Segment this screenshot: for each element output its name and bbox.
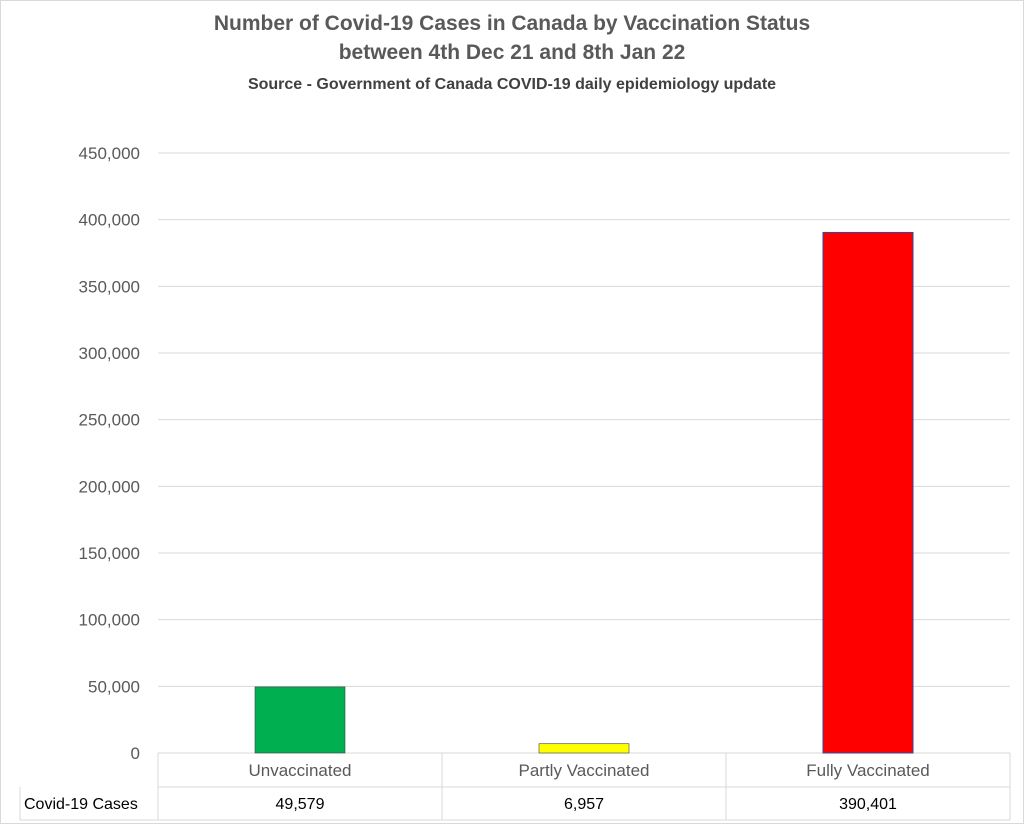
y-tick-label: 150,000: [79, 544, 140, 563]
x-category-label: Fully Vaccinated: [806, 761, 929, 780]
chart-source: Source - Government of Canada COVID-19 d…: [247, 76, 777, 93]
y-tick-label: 400,000: [79, 211, 140, 230]
y-tick-label: 350,000: [79, 277, 140, 296]
y-tick-label: 250,000: [79, 411, 140, 430]
data-table-series-label: Covid-19 Cases: [24, 796, 138, 813]
x-category-label: Unvaccinated: [248, 761, 351, 780]
chart-subtitle: between 4th Dec 21 and 8th Jan 22: [338, 41, 686, 64]
y-tick-label: 450,000: [79, 144, 140, 163]
y-tick-label: 50,000: [88, 677, 140, 696]
x-category-label: Partly Vaccinated: [518, 761, 649, 780]
chart-title: Number of Covid-19 Cases in Canada by Va…: [213, 12, 811, 35]
bar-1: [538, 743, 630, 754]
bar-2: [822, 231, 914, 754]
y-tick-label: 100,000: [79, 611, 140, 630]
y-tick-label: 200,000: [79, 477, 140, 496]
data-table-value: 49,579: [276, 796, 325, 813]
y-tick-label: 300,000: [79, 344, 140, 363]
data-table-value: 6,957: [564, 796, 604, 813]
bar-0: [254, 686, 346, 754]
y-tick-label: 0: [131, 744, 140, 763]
data-table-value: 390,401: [839, 796, 897, 813]
